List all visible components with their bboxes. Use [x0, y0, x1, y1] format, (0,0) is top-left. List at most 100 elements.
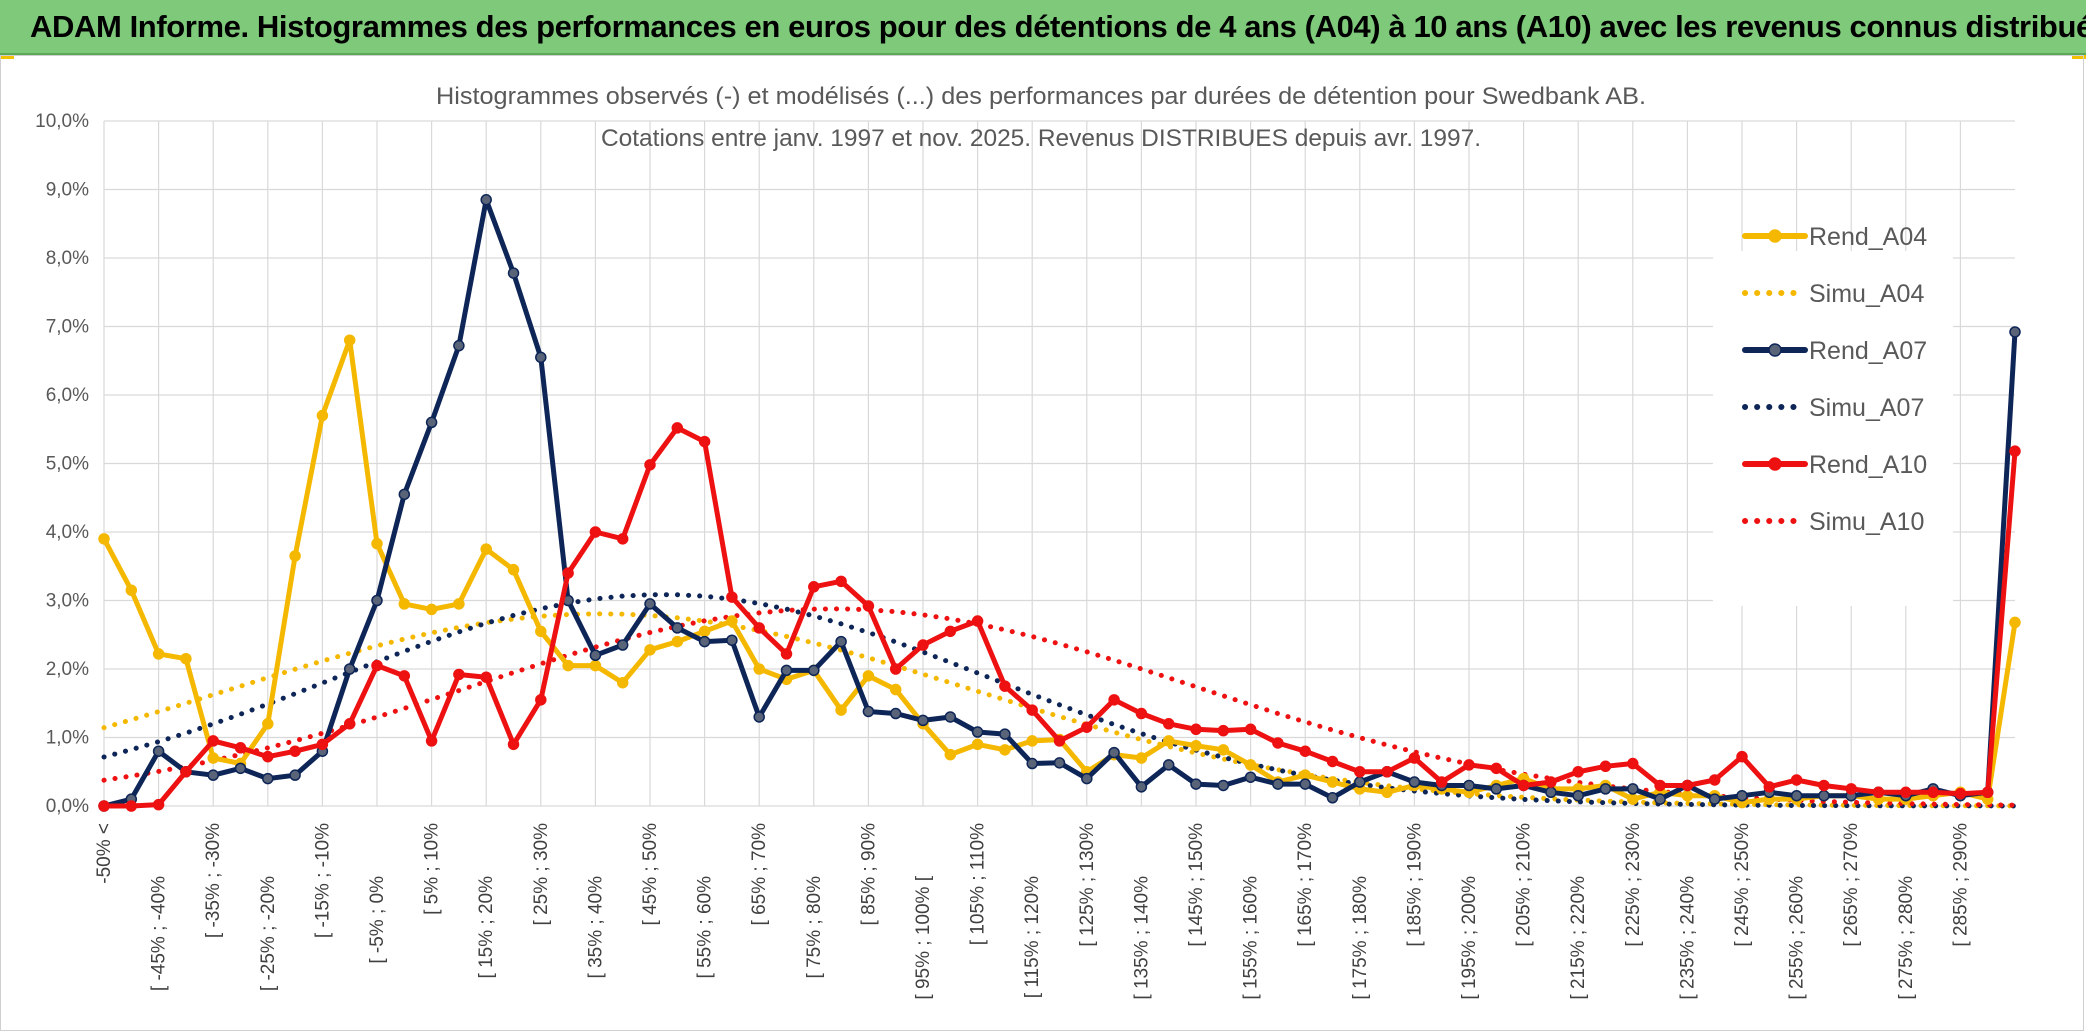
data-point	[1026, 757, 1038, 770]
legend-label: Rend_A07	[1809, 337, 1927, 365]
data-point	[971, 615, 984, 627]
series-line	[101, 611, 2018, 809]
data-point	[507, 563, 520, 576]
data-point	[1463, 759, 1475, 771]
legend-entry: Simu_A10	[1742, 508, 1924, 536]
x-tick-label: [ 255% ; 260%	[1787, 876, 1808, 1000]
chart-titles: Histogrammes observés (-) et modélisés (…	[436, 83, 1646, 152]
chart-title: Histogrammes observés (-) et modélisés (…	[436, 83, 1646, 110]
data-point	[1818, 789, 1830, 802]
data-point	[343, 663, 356, 675]
data-point	[1900, 786, 1912, 799]
data-point	[1217, 724, 1230, 737]
series-simu-a07	[101, 592, 2018, 809]
data-point	[808, 581, 820, 593]
data-point	[999, 728, 1011, 740]
data-point	[1927, 786, 1939, 799]
x-tick-label: [ -35% ; -30%	[203, 823, 224, 938]
y-axis-ticks: 0,0% 1,0% 2,0% 3,0% 4,0% 5,0% 6,0% 7,0% 8,0% 9,0%…	[35, 111, 89, 817]
report-title: ADAM Informe. Histogrammes des performan…	[30, 9, 2086, 44]
data-point	[1981, 786, 1994, 799]
chart-gridlines	[103, 120, 2015, 807]
legend-marker	[1768, 457, 1782, 471]
data-point	[234, 762, 247, 775]
data-point	[644, 459, 656, 471]
data-point	[453, 339, 465, 352]
data-point	[1463, 779, 1475, 792]
y-tick-label: 9,0%	[46, 180, 89, 201]
x-tick-label: [ 275% ; 280%	[1896, 876, 1917, 1000]
data-point	[453, 668, 465, 681]
data-point	[1790, 789, 1803, 802]
series-rend-a07	[98, 194, 2021, 812]
data-point	[1872, 786, 1885, 799]
data-point	[1408, 752, 1421, 764]
data-point	[1599, 760, 1612, 773]
data-point	[971, 738, 984, 751]
legend-marker	[1768, 229, 1782, 243]
data-point	[1108, 746, 1120, 759]
data-point	[1845, 783, 1857, 795]
data-point	[234, 742, 247, 754]
legend-entry: Rend_A04	[1742, 223, 1927, 251]
data-point	[698, 625, 711, 638]
x-tick-label: [ 105% ; 110%	[968, 823, 989, 945]
data-point	[535, 694, 547, 706]
x-tick-label: [ 215% ; 220%	[1568, 876, 1589, 1000]
data-point	[343, 718, 356, 730]
x-tick-label: [ 35% ; 40%	[585, 876, 606, 979]
data-point	[535, 625, 547, 638]
data-point	[152, 648, 165, 660]
data-point	[1572, 789, 1584, 802]
histogram-chart: 0,0% 1,0% 2,0% 3,0% 4,0% 5,0% 6,0% 7,0% 8,0% 9,0%…	[35, 83, 2021, 1000]
data-point	[1244, 771, 1257, 783]
x-tick-label: [ -5% ; 0%	[367, 876, 388, 964]
data-point	[971, 726, 984, 738]
x-tick-label: [ 145% ; 150%	[1186, 823, 1207, 947]
data-point	[2009, 326, 2021, 338]
data-point	[808, 664, 820, 677]
chart-series	[98, 194, 2021, 812]
data-point	[425, 735, 438, 747]
y-tick-label: 8,0%	[46, 248, 89, 269]
series-rend-a10	[98, 422, 2021, 812]
data-point	[1299, 778, 1311, 790]
x-tick-label: [ 95% ; 100% [	[913, 875, 934, 999]
x-tick-label: [ 185% ; 190%	[1404, 823, 1425, 947]
data-point	[1135, 781, 1148, 793]
legend-label: Simu_A07	[1809, 394, 1924, 422]
data-point	[480, 671, 492, 683]
data-point	[180, 652, 192, 665]
data-point	[1681, 789, 1694, 802]
data-point	[316, 738, 329, 751]
data-point	[1108, 694, 1120, 706]
data-point	[589, 526, 602, 538]
data-point	[98, 800, 110, 812]
series-line	[101, 592, 2018, 809]
data-point	[1244, 759, 1257, 771]
data-point	[944, 748, 957, 761]
legend-label: Simu_A10	[1809, 508, 1924, 536]
data-point	[1354, 766, 1366, 778]
data-point	[999, 680, 1011, 692]
x-axis-ticks: -50% < [ -45% ; -40% [ -35% ; -30% [ -25% ;…	[94, 823, 1971, 1000]
data-point	[1599, 783, 1612, 795]
data-point	[1435, 776, 1448, 788]
data-point	[1053, 757, 1066, 769]
data-point	[1545, 786, 1557, 799]
data-point	[1572, 766, 1584, 778]
x-tick-label: [ 75% ; 80%	[804, 876, 825, 979]
data-point	[1654, 779, 1666, 792]
data-point	[480, 194, 492, 206]
data-point	[152, 745, 165, 757]
data-point	[753, 622, 765, 634]
data-point	[1408, 776, 1421, 788]
x-tick-label: [ 155% ; 160%	[1241, 876, 1262, 1000]
data-point	[152, 798, 165, 811]
data-point	[1381, 786, 1393, 799]
data-point	[1545, 776, 1557, 788]
x-tick-label: -50% <	[94, 823, 115, 884]
data-point	[944, 711, 957, 723]
data-point	[1299, 745, 1311, 757]
x-tick-label: [ 235% ; 240%	[1677, 876, 1698, 1000]
